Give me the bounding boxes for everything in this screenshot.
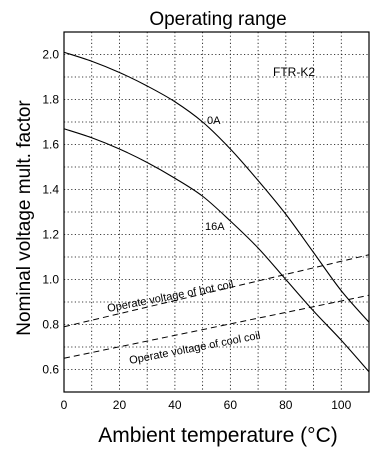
y-tick-label: 1.0 bbox=[42, 273, 59, 287]
series-label-operate-voltage-of-cool-coil: Operate voltage of cool coil bbox=[128, 330, 261, 367]
plot-frame bbox=[63, 31, 370, 393]
series-label-operate-voltage-of-hot-coil: Operate voltage of hot coil bbox=[106, 279, 234, 315]
x-tick-label: 40 bbox=[168, 398, 182, 412]
series-line-16a bbox=[63, 128, 370, 373]
series-line-0a bbox=[63, 51, 370, 323]
model-label: FTR-K2 bbox=[273, 65, 315, 79]
series-label-16a: 16A bbox=[205, 221, 225, 233]
series-layer bbox=[63, 51, 370, 373]
y-tick-label: 1.4 bbox=[42, 183, 59, 197]
x-axis-label: Ambient temperature (°C) bbox=[98, 424, 337, 447]
x-tick-label: 0 bbox=[61, 398, 68, 412]
y-tick-label: 2.0 bbox=[42, 48, 59, 62]
y-tick-label: 1.8 bbox=[42, 93, 59, 107]
series-label-0a: 0A bbox=[207, 115, 221, 127]
x-tick-label: 60 bbox=[224, 398, 238, 412]
y-tick-label: 0.8 bbox=[42, 318, 59, 332]
x-tick-label: 20 bbox=[113, 398, 127, 412]
x-tick-label: 80 bbox=[279, 398, 293, 412]
y-tick-label: 0.6 bbox=[42, 363, 59, 377]
annotations: 0A 16A Operate voltage of hot coil Operate … bbox=[106, 115, 261, 367]
x-tick-labels: 0 20 40 60 80 100 bbox=[61, 398, 352, 412]
grid bbox=[64, 32, 369, 392]
y-tick-label: 1.6 bbox=[42, 138, 59, 152]
y-tick-labels: 0.6 0.8 1.0 1.2 1.4 1.6 1.8 2.0 bbox=[42, 48, 59, 377]
y-axis-label: Nominal voltage mult. factor bbox=[14, 100, 35, 336]
y-tick-label: 1.2 bbox=[42, 228, 59, 242]
x-tick-label: 100 bbox=[331, 398, 351, 412]
series-line-operate-voltage-of-cool-coil bbox=[63, 294, 370, 359]
chart-title: Operating range bbox=[149, 9, 286, 30]
series-line-operate-voltage-of-hot-coil bbox=[63, 254, 370, 328]
